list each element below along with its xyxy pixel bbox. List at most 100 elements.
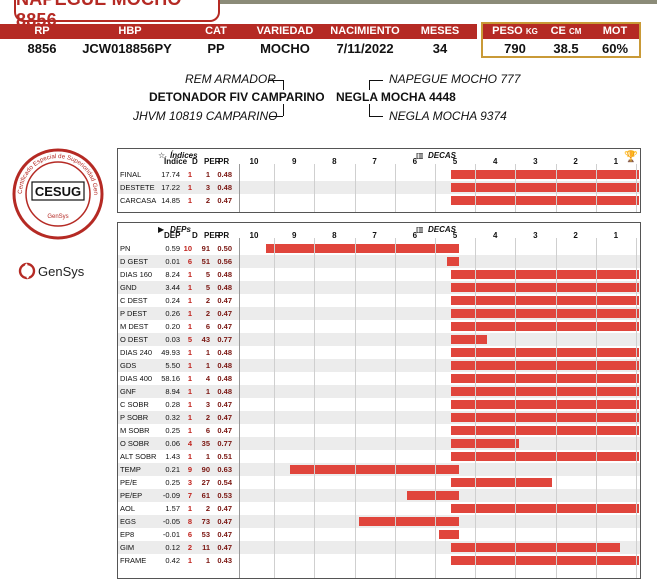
- row-precision: 0.47: [217, 530, 232, 539]
- row-percentile: 1: [205, 452, 210, 461]
- cesug-seal-logo: Certificado Especial de Superioridad Gen…: [12, 148, 104, 240]
- indices-deca-label: 10: [249, 157, 259, 166]
- row-deca: 1: [187, 322, 192, 331]
- deps-row: FRAME 0.42 1 1 0.43: [118, 554, 640, 567]
- row-label: FINAL: [120, 170, 142, 179]
- deps-deca-label: 8: [332, 231, 337, 240]
- header-label-variedad: VARIEDAD: [256, 25, 314, 37]
- play-icon: ▶: [158, 225, 165, 234]
- deca-bar: [451, 478, 552, 487]
- deps-row: TEMP 0.21 9 90 0.63: [118, 463, 640, 476]
- row-deca: 9: [187, 465, 192, 474]
- row-deca: 1: [187, 183, 192, 192]
- row-deca: 7: [187, 491, 192, 500]
- header-label-rp: RP: [34, 25, 50, 37]
- row-percentile: 53: [201, 530, 210, 539]
- row-percentile: 2: [205, 504, 210, 513]
- row-value: -0.01: [162, 530, 180, 539]
- pedigree-line: [369, 116, 383, 117]
- row-label: EGS: [120, 517, 136, 526]
- deps-row: DIAS 240 49.93 1 1 0.48: [118, 346, 640, 359]
- gensys-logo: GenSys: [18, 262, 84, 280]
- header-value-hbp: JCW018856PY: [82, 41, 172, 56]
- row-percentile: 1: [205, 556, 210, 565]
- row-percentile: 73: [201, 517, 210, 526]
- star-icon: ☆: [158, 151, 166, 160]
- deca-bar: [451, 348, 639, 357]
- row-percentile: 1: [205, 348, 210, 357]
- deps-row: DIAS 400 58.16 1 4 0.48: [118, 372, 640, 385]
- svg-text:CESUG: CESUG: [35, 184, 81, 199]
- indices-deca-label: 9: [291, 157, 297, 166]
- row-precision: 0.50: [217, 244, 232, 253]
- deps-row: GDS 5.50 1 1 0.48: [118, 359, 640, 372]
- deps-row: EP8 -0.01 6 53 0.47: [118, 528, 640, 541]
- deps-decas-title: DECAS: [428, 225, 457, 234]
- row-value: 14.85: [161, 196, 180, 205]
- row-precision: 0.77: [217, 439, 232, 448]
- row-value: 0.42: [165, 556, 180, 565]
- header-value-rp: 8856: [27, 41, 57, 56]
- deca-bar: [451, 452, 639, 461]
- gensys-mark-icon: [18, 262, 36, 280]
- row-percentile: 11: [202, 543, 210, 552]
- row-value: 8.94: [165, 387, 180, 396]
- row-percentile: 2: [205, 309, 210, 318]
- row-label: AOL: [120, 504, 136, 513]
- pedigree-dam-dam: NEGLA MOCHA 9374: [389, 109, 507, 123]
- indices-deca-label: 3: [533, 157, 538, 166]
- row-value: 17.22: [161, 183, 180, 192]
- grid-line: [515, 238, 517, 578]
- row-value: 0.20: [165, 322, 180, 331]
- deca-bar: [451, 361, 639, 370]
- row-deca: 1: [187, 374, 192, 383]
- row-precision: 0.51: [217, 452, 232, 461]
- grid-line: [595, 164, 597, 212]
- row-precision: 0.47: [217, 309, 232, 318]
- row-label: DESTETE: [120, 183, 155, 192]
- svg-text:GenSys: GenSys: [47, 214, 68, 220]
- row-precision: 0.48: [217, 387, 232, 396]
- row-precision: 0.47: [217, 196, 232, 205]
- row-label: DIAS 400: [120, 374, 153, 383]
- deps-row: PE/EP -0.09 7 61 0.53: [118, 489, 640, 502]
- measure-label-peso: PESO KG: [492, 25, 538, 37]
- deca-bar: [358, 517, 459, 526]
- row-precision: 0.47: [217, 426, 232, 435]
- grid-line: [434, 164, 436, 212]
- row-precision: 0.47: [217, 504, 232, 513]
- chart-icon: ▥: [416, 225, 424, 234]
- row-precision: 0.48: [217, 183, 232, 192]
- deps-row: DIAS 160 8.24 1 5 0.48: [118, 268, 640, 281]
- deps-deca-label: 10: [249, 231, 259, 240]
- row-precision: 0.47: [217, 322, 232, 331]
- row-deca: 4: [187, 439, 192, 448]
- deps-row: PN 0.59 10 91 0.50: [118, 242, 640, 255]
- grid-line: [354, 238, 356, 578]
- row-precision: 0.47: [217, 400, 232, 409]
- row-deca: 1: [187, 283, 192, 292]
- deca-bar: [451, 556, 639, 565]
- row-value: 0.32: [165, 413, 180, 422]
- measure-label-ce: CE CM: [550, 25, 582, 37]
- row-deca: 10: [183, 244, 192, 253]
- pedigree-dam: NEGLA MOCHA 4448: [336, 90, 456, 104]
- row-label: O DEST: [120, 335, 148, 344]
- deps-row: C SOBR 0.28 1 3 0.47: [118, 398, 640, 411]
- row-deca: 1: [187, 270, 192, 279]
- measure-label-mot: MOT: [602, 25, 628, 37]
- indices-col-header: Índice: [164, 157, 188, 166]
- row-precision: 0.48: [217, 283, 232, 292]
- deps-row: GIM 0.12 2 11 0.47: [118, 541, 640, 554]
- deca-bar: [451, 309, 639, 318]
- deps-col-header: PR: [218, 231, 230, 240]
- grid-line: [434, 238, 436, 578]
- row-deca: 1: [187, 452, 192, 461]
- grid-line: [635, 164, 637, 212]
- deps-row: P SOBR 0.32 1 2 0.47: [118, 411, 640, 424]
- deca-bar: [451, 504, 639, 513]
- deps-col-header: D: [192, 231, 198, 240]
- deca-bar: [451, 270, 639, 279]
- row-label: GND: [120, 283, 137, 292]
- row-value: 5.50: [165, 361, 180, 370]
